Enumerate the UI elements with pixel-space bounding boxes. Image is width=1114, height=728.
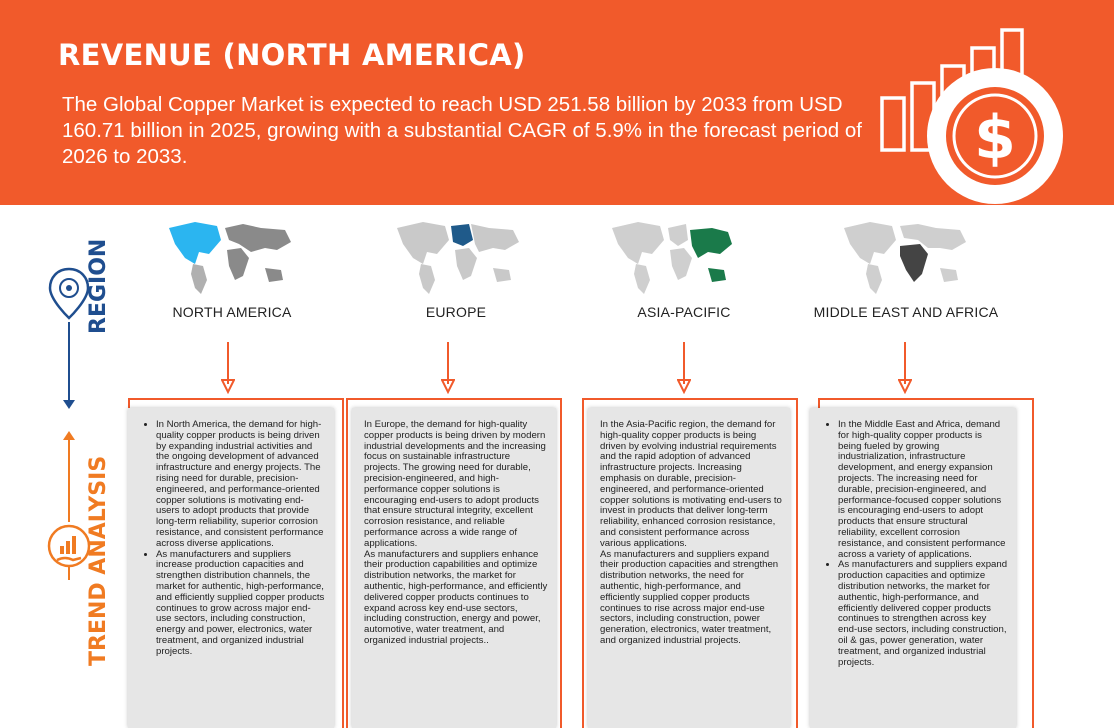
region-name-north-america: NORTH AMERICA [172, 304, 292, 320]
card-frame-asia-pacific [582, 398, 798, 728]
region-side-label: REGION [78, 232, 118, 342]
map-asia-pacific [612, 222, 732, 294]
region-name-europe: EUROPE [425, 304, 487, 320]
paragraph: In Europe, the demand for high-quality c… [364, 419, 546, 549]
region-label: REGION [86, 238, 111, 334]
map-middle-east-africa [844, 222, 966, 294]
card-frame-europe [346, 398, 562, 728]
up-arrow-icon [63, 431, 75, 440]
list-item: As manufacturers and suppliers expand pr… [838, 559, 1008, 668]
dollar-icon: $ [974, 103, 1016, 173]
paragraph: As manufacturers and suppliers expand th… [600, 548, 779, 646]
paragraph: As manufacturers and suppliers enhance t… [364, 548, 548, 646]
list-item: As manufacturers and suppliers increase … [156, 549, 326, 658]
down-arrow-icon [63, 400, 75, 409]
trend-card-middle-east-africa: In the Middle East and Africa, demand fo… [810, 408, 1016, 728]
bullet-list: In North America, the demand for high-qu… [140, 419, 326, 658]
trend-card-europe: In Europe, the demand for high-quality c… [352, 408, 556, 728]
arrow-asia-pacific [677, 342, 691, 394]
page-title: REVENUE (NORTH AMERICA) [58, 38, 526, 72]
list-item: In North America, the demand for high-qu… [156, 419, 326, 550]
arrow-middle-east-africa [898, 342, 912, 394]
region-name-asia-pacific: ASIA-PACIFIC [637, 304, 731, 320]
region-connector-line [68, 322, 70, 400]
trend-analysis-icon [47, 524, 91, 580]
list-item: In the Middle East and Africa, demand fo… [838, 419, 1008, 560]
map-europe [397, 222, 519, 294]
location-pin-icon [48, 267, 90, 320]
region-name-middle-east-africa: MIDDLE EAST AND AFRICA [813, 304, 999, 320]
trend-analysis-label: TREND ANALYSIS [86, 455, 111, 666]
arrow-north-america [221, 342, 235, 394]
header-banner: REVENUE (NORTH AMERICA) The Global Coppe… [0, 0, 1114, 205]
map-north-america [169, 222, 291, 294]
trend-side-label: TREND ANALYSIS [78, 440, 118, 670]
bullet-list: In the Middle East and Africa, demand fo… [822, 419, 1008, 668]
trend-card-north-america: In North America, the demand for high-qu… [128, 408, 334, 728]
trend-card-asia-pacific: In the Asia-Pacific region, the demand f… [588, 408, 790, 728]
arrow-europe [441, 342, 455, 394]
intro-text: The Global Copper Market is expected to … [62, 93, 862, 168]
revenue-illustration: $ [880, 28, 1063, 204]
paragraph: In the Asia-Pacific region, the demand f… [600, 419, 782, 549]
trend-connector-line [68, 440, 70, 522]
